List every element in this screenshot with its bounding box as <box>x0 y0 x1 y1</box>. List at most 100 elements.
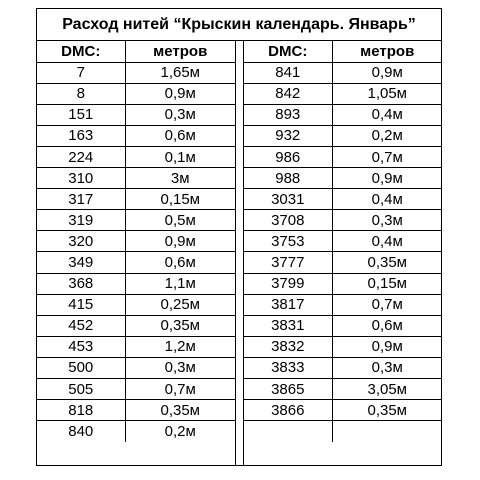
table-row: 3831 0,6м <box>244 315 442 337</box>
meters-cell: 0,35м <box>125 399 235 422</box>
table-header-row: DMC: метров <box>244 41 442 63</box>
dmc-code-cell: 3708 <box>244 209 333 232</box>
dmc-code-cell: 500 <box>37 357 126 380</box>
meters-cell: 0,35м <box>125 315 235 337</box>
table-row: 3817 0,7м <box>244 294 442 316</box>
table-row: 317 0,15м <box>37 188 235 211</box>
table-row: 500 0,3м <box>37 357 235 380</box>
table-row: 319 0,5м <box>37 209 235 232</box>
meters-cell: 0,2м <box>164 422 196 440</box>
left-table-body: DMC: метров 7 1,65м 8 0,9м 151 0,3м 163 0,6м 224… <box>37 41 235 442</box>
table-row: 3833 0,3м <box>244 357 442 380</box>
dmc-code-cell: 505 <box>37 378 126 401</box>
dmc-code-cell: 317 <box>37 188 126 211</box>
table-row: 3777 0,35м <box>244 251 442 274</box>
table-row: 986 0,7м <box>244 146 442 169</box>
meters-cell: 3,05м <box>332 378 442 401</box>
table-row: 3799 0,15м <box>244 273 442 295</box>
table-row: 841 0,9м <box>244 62 442 84</box>
dmc-code-cell: 224 <box>37 146 126 169</box>
table-row: 3832 0,9м <box>244 336 442 358</box>
meters-cell: 0,4м <box>332 104 442 126</box>
meters-cell: 0,5м <box>125 209 235 232</box>
dmc-code-cell: 310 <box>37 167 126 190</box>
dmc-code-cell: 988 <box>244 167 333 190</box>
dmc-code-cell <box>244 420 333 442</box>
dmc-code-cell: 818 <box>37 399 126 422</box>
dmc-code-cell: 7 <box>37 62 126 84</box>
table-row: 368 1,1м <box>37 273 235 295</box>
table-row: 3865 3,05м <box>244 378 442 401</box>
dmc-code-cell: 3817 <box>244 294 333 316</box>
table-row: 163 0,6м <box>37 125 235 147</box>
meters-cell: 0,9м <box>125 83 235 105</box>
table-row: 415 0,25м <box>37 294 235 316</box>
table-row: 7 1,65м <box>37 62 235 84</box>
meters-cell: 0,7м <box>332 146 442 169</box>
table-row: 349 0,6м <box>37 251 235 274</box>
meters-cell: 0,9м <box>125 230 235 253</box>
meters-cell: 0,15м <box>125 188 235 211</box>
table-row: 932 0,2м <box>244 125 442 147</box>
meters-cell: 0,3м <box>125 104 235 126</box>
dmc-code-cell: 932 <box>244 125 333 147</box>
table-row: 842 1,05м <box>244 83 442 105</box>
dmc-code-cell: 3031 <box>244 188 333 211</box>
meters-column-header: метров <box>332 41 442 63</box>
dmc-code-cell: 3866 <box>244 399 333 422</box>
meters-cell: 0,7м <box>125 378 235 401</box>
meters-cell: 0,4м <box>332 188 442 211</box>
meters-cell: 0,9м <box>332 62 442 84</box>
meters-cell: 3м <box>125 167 235 190</box>
table-row: 840 0,2м <box>37 420 235 442</box>
meters-cell: 0,3м <box>125 357 235 380</box>
table-row: 818 0,35м <box>37 399 235 422</box>
meters-cell: 0,6м <box>332 315 442 337</box>
dmc-code-cell: 840 <box>37 420 126 442</box>
dmc-code-cell: 349 <box>37 251 126 274</box>
meters-cell: 0,6м <box>125 251 235 274</box>
table-row: 3031 0,4м <box>244 188 442 211</box>
table-row: 505 0,7м <box>37 378 235 401</box>
meters-cell: 0,2м <box>332 125 442 147</box>
meters-cell: 0,6м <box>125 125 235 147</box>
meters-cell: 0,1м <box>125 146 235 169</box>
dmc-code-cell: 3831 <box>244 315 333 337</box>
right-table-body: DMC: метров 841 0,9м 842 1,05м 893 0,4м 932 0,2… <box>244 41 442 442</box>
table-row: 8 0,9м <box>37 83 235 105</box>
right-thread-table: DMC: метров 841 0,9м 842 1,05м 893 0,4м 932 0,2… <box>244 41 442 442</box>
table-row: 310 3м <box>37 167 235 190</box>
dmc-column-header: DMC: <box>244 41 333 63</box>
right-table: DMC: метров 841 0,9м 842 1,05м 893 0,4м 932 0,2… <box>244 41 442 442</box>
meters-cell: 0,15м <box>332 273 442 295</box>
dmc-code-cell: 893 <box>244 104 333 126</box>
page-title: Расход нитей “Крыскин календарь. Январь” <box>37 9 441 41</box>
dmc-code-cell: 3777 <box>244 251 333 274</box>
meters-cell: 1,1м <box>125 273 235 295</box>
table-row: 988 0,9м <box>244 167 442 190</box>
table-row: 224 0,1м <box>37 146 235 169</box>
dmc-code-cell: 3833 <box>244 357 333 380</box>
left-thread-table: DMC: метров 7 1,65м 8 0,9м 151 0,3м 163 0,6м 224… <box>37 41 235 442</box>
dmc-code-cell: 415 <box>37 294 126 316</box>
dmc-code-cell: 151 <box>37 104 126 126</box>
table-row: 452 0,35м <box>37 315 235 337</box>
meters-cell: 0,4м <box>332 230 442 253</box>
meters-cell: 0,25м <box>125 294 235 316</box>
table-row: 320 0,9м <box>37 230 235 253</box>
meters-cell: 0,7м <box>332 294 442 316</box>
dmc-code-cell: 986 <box>244 146 333 169</box>
meters-cell: 1,65м <box>125 62 235 84</box>
dmc-code-cell: 3753 <box>244 230 333 253</box>
dmc-code-cell: 453 <box>37 336 126 358</box>
meters-cell: 0,35м <box>332 399 442 422</box>
dmc-code-cell: 368 <box>37 273 126 295</box>
meters-cell <box>332 421 442 442</box>
table-row: 893 0,4м <box>244 104 442 126</box>
meters-cell: 0,35м <box>332 251 442 274</box>
column-divider <box>235 41 244 465</box>
meters-cell: 1,2м <box>125 336 235 358</box>
meters-cell: 0,9м <box>332 336 442 358</box>
table-row: 3708 0,3м <box>244 209 442 232</box>
thread-usage-sheet: Расход нитей “Крыскин календарь. Январь”… <box>36 8 442 466</box>
